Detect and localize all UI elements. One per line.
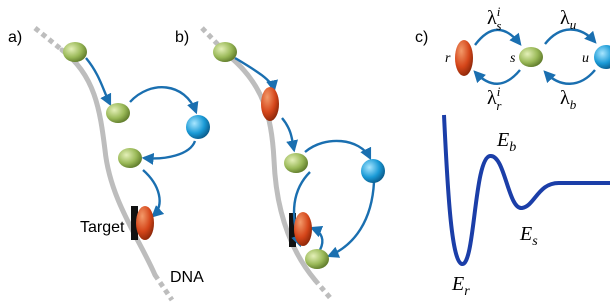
protein: [136, 206, 154, 240]
dna: [35, 28, 62, 50]
rate-label: λu: [560, 7, 577, 32]
protein: [106, 103, 130, 123]
energy-label: Er: [451, 273, 470, 299]
arrow: [130, 87, 196, 112]
protein: [361, 159, 385, 183]
panel-label: b): [175, 29, 189, 46]
protein: [63, 42, 87, 62]
target-label: Target: [80, 219, 125, 236]
panel-label: a): [8, 29, 22, 46]
protein: [118, 148, 142, 168]
arrow: [475, 70, 520, 84]
dna: [62, 50, 155, 275]
protein: [186, 115, 210, 139]
protein: [284, 153, 308, 173]
energy-label: Eb: [496, 129, 516, 155]
panel-label: c): [415, 29, 428, 46]
arrow: [545, 70, 595, 84]
arrow: [282, 118, 294, 150]
state-label: r: [445, 51, 451, 66]
figure: a) Target DNA b) c) r s u λis λir λu λb …: [0, 0, 610, 302]
protein: [294, 212, 312, 246]
protein: [305, 249, 329, 269]
dna: [315, 280, 332, 300]
protein: [261, 87, 279, 121]
dna-label: DNA: [170, 269, 204, 286]
protein: [213, 42, 237, 62]
state-r: [455, 40, 473, 76]
arrow: [305, 141, 370, 158]
state-s: [519, 47, 543, 67]
panel-a: a) Target DNA: [8, 28, 210, 300]
arrow: [312, 228, 322, 250]
arrow: [329, 182, 374, 256]
energy-label: Es: [519, 223, 538, 249]
state-label: u: [582, 51, 589, 66]
panel-b: b): [175, 28, 385, 300]
rate-label: λb: [560, 87, 577, 112]
state-u: [594, 45, 610, 69]
arrow: [144, 141, 195, 158]
state-label: s: [510, 51, 516, 66]
